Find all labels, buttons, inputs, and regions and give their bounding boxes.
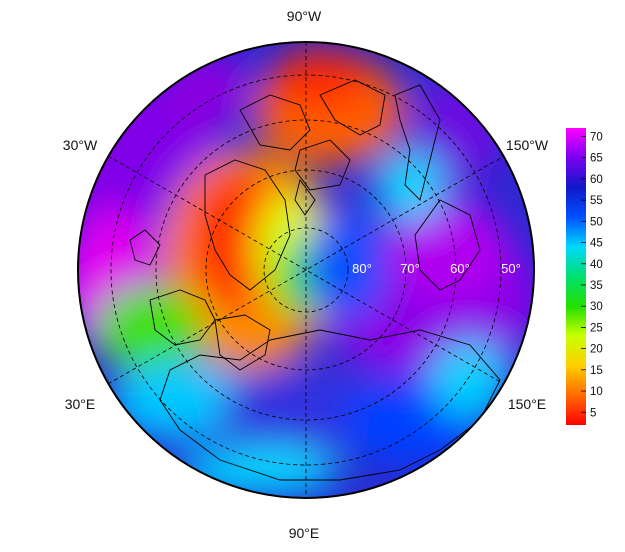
- colorbar-tick-label: 10: [590, 386, 603, 398]
- colorbar-tick-label: 15: [590, 365, 603, 377]
- lon-label-bottom: 90°E: [289, 525, 320, 541]
- lon-label-top: 90°W: [287, 8, 322, 24]
- lon-label-upper-left: 30°W: [63, 137, 98, 153]
- lat-label-80: 80°: [352, 261, 372, 276]
- coastlines: [129, 79, 501, 481]
- colorbar-tick-label: 50: [590, 216, 603, 228]
- graticule: [107, 42, 505, 498]
- colorbar-tick-label: 40: [590, 259, 603, 271]
- colorbar-gradient: [566, 128, 586, 425]
- data-field: [78, 42, 534, 498]
- lat-label-60: 60°: [450, 261, 470, 276]
- map-border: [77, 41, 535, 499]
- lat-label-70: 70°: [400, 261, 420, 276]
- colorbar-tick-label: 20: [590, 344, 603, 356]
- lon-label-upper-right: 150°W: [506, 137, 549, 153]
- colorbar-tick-label: 30: [590, 301, 603, 313]
- lon-label-lower-left: 30°E: [65, 396, 96, 412]
- lat-label-50: 50°: [501, 261, 521, 276]
- colorbar-tick-label: 65: [590, 153, 603, 165]
- colorbar-tick-label: 55: [590, 195, 603, 207]
- colorbar-tick-label: 25: [590, 322, 603, 334]
- colorbar-tick-label: 5: [590, 407, 596, 419]
- colorbar-tick-label: 35: [590, 280, 603, 292]
- colorbar-tick-label: 60: [590, 174, 603, 186]
- colorbar-tick-label: 70: [590, 131, 603, 143]
- colorbar-ticks: 5 10 15 20 25 30 35 40 45 50 55 60 65 70: [581, 131, 603, 419]
- colorbar: 5 10 15 20 25 30 35 40 45 50 55 60 65 70: [566, 128, 603, 425]
- colorbar-tick-label: 45: [590, 238, 603, 250]
- lon-label-lower-right: 150°E: [508, 396, 546, 412]
